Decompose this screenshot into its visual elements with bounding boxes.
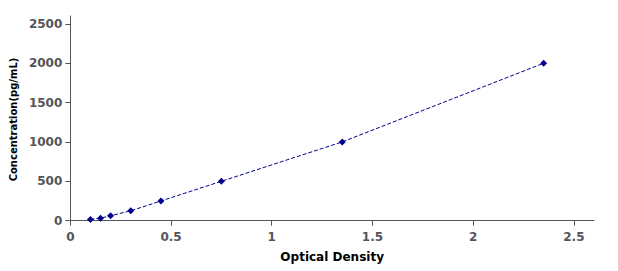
svg-text:2000: 2000 xyxy=(29,56,62,70)
svg-text:1.5: 1.5 xyxy=(362,230,383,244)
svg-text:2.5: 2.5 xyxy=(563,230,584,244)
svg-text:0.5: 0.5 xyxy=(160,230,181,244)
svg-text:0: 0 xyxy=(54,214,62,228)
svg-text:500: 500 xyxy=(37,174,62,188)
svg-text:Optical Density: Optical Density xyxy=(280,250,384,264)
svg-text:1500: 1500 xyxy=(29,96,62,110)
svg-text:Concentration(pg/mL): Concentration(pg/mL) xyxy=(8,58,19,182)
svg-text:2500: 2500 xyxy=(29,17,62,31)
svg-text:0: 0 xyxy=(66,230,74,244)
svg-text:1000: 1000 xyxy=(29,135,62,149)
svg-text:1: 1 xyxy=(268,230,276,244)
svg-text:2: 2 xyxy=(469,230,477,244)
